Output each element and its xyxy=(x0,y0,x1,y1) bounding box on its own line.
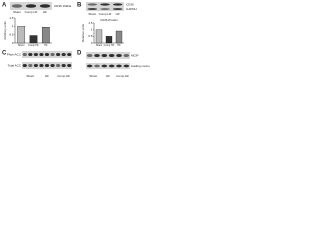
blot-row-label: MCIP xyxy=(131,53,139,57)
blot-band xyxy=(101,53,108,58)
blot-band xyxy=(108,53,115,58)
blot-band xyxy=(123,53,130,58)
blot-row-label: CD36 xyxy=(126,2,134,6)
panel-label: B xyxy=(77,3,82,9)
blot-band xyxy=(116,53,122,58)
y-tick-label: 0.5 xyxy=(88,34,93,38)
blot-band xyxy=(123,64,130,68)
blot-band xyxy=(28,52,33,57)
blot-band xyxy=(61,52,66,57)
chart-title: Cd36 Protein xyxy=(100,18,118,22)
blot-band xyxy=(101,64,108,68)
blot-row-label: GAPDH xyxy=(126,7,137,11)
blot-band xyxy=(112,8,123,10)
blot-band xyxy=(39,63,44,68)
panel-label: C xyxy=(2,51,7,57)
blot-band xyxy=(22,52,27,57)
blot-band xyxy=(87,3,98,6)
x-tick-label: Comp HF xyxy=(104,44,115,47)
y-tick-label: 1 xyxy=(91,27,93,31)
blot-band xyxy=(100,8,110,10)
lane-label: HF xyxy=(43,10,47,14)
blot-band xyxy=(44,63,50,68)
blot-band xyxy=(87,8,98,10)
lane-label: Sham xyxy=(26,74,34,78)
blot-band xyxy=(116,64,122,68)
blot-band xyxy=(67,52,72,57)
blot-band xyxy=(56,63,61,68)
bar xyxy=(17,26,26,44)
blot-row-label: Total ACC xyxy=(8,63,22,67)
blot-band xyxy=(44,52,50,57)
lane-label: Sham xyxy=(88,12,96,16)
y-tick-label: 0 xyxy=(91,41,93,45)
bar xyxy=(41,27,50,44)
y-axis-label: Arbitrary units xyxy=(3,21,7,40)
blot-band xyxy=(67,63,72,68)
blot-row-label: Phos-ACC xyxy=(7,52,22,56)
lane-label: Comp HF xyxy=(116,74,129,78)
lane-label: HF xyxy=(45,74,49,78)
blot-band xyxy=(94,64,100,68)
lane-label: Comp HF xyxy=(25,10,38,14)
blot-band xyxy=(108,64,115,68)
bar xyxy=(105,36,113,44)
lane-label: HF xyxy=(116,12,120,16)
blot-band xyxy=(56,52,61,57)
bar xyxy=(29,35,38,44)
blot-band xyxy=(33,63,38,68)
blot-band xyxy=(25,4,37,8)
blot-band xyxy=(39,4,51,8)
lane-label: Comp HF xyxy=(57,74,70,78)
blot-band xyxy=(50,52,55,57)
blot-band xyxy=(50,63,55,68)
y-tick-label: 1 xyxy=(12,24,14,28)
blot-band xyxy=(22,63,27,68)
panel-label: A xyxy=(2,3,7,9)
blot-band xyxy=(112,3,123,6)
blot-band xyxy=(33,52,38,57)
bar xyxy=(115,30,123,44)
blot-band xyxy=(11,4,23,8)
blot-band xyxy=(94,53,100,58)
y-axis-label: Relative units xyxy=(81,23,85,42)
x-tick-label: Sham xyxy=(18,44,25,47)
y-tick-label: 0.5 xyxy=(9,32,14,36)
blot-band xyxy=(86,64,93,68)
y-tick-label: 1.5 xyxy=(9,16,14,20)
y-tick-label: 0 xyxy=(12,41,14,45)
blot-row-label: loading control xyxy=(131,64,150,68)
x-tick-label: Comp HF xyxy=(28,44,39,47)
blot-row-label: CD36 19kDa xyxy=(54,4,72,8)
x-tick-label: HF xyxy=(44,44,48,47)
blot-band xyxy=(39,52,44,57)
lane-label: Sham xyxy=(13,10,21,14)
lane-label: Sham xyxy=(89,74,97,78)
y-tick-label: 1.5 xyxy=(88,21,93,25)
panel-label: D xyxy=(77,51,82,57)
blot-background xyxy=(86,52,130,59)
blot-band xyxy=(28,63,33,68)
blot-band xyxy=(86,53,93,58)
blot-band xyxy=(61,63,66,68)
blot-background xyxy=(86,63,130,69)
lane-label: Comp HF xyxy=(99,12,112,16)
lane-label: HF xyxy=(106,74,110,78)
x-tick-label: HF xyxy=(117,44,121,47)
bar xyxy=(95,29,103,44)
x-tick-label: Sham xyxy=(96,44,103,47)
blot-band xyxy=(100,3,110,6)
